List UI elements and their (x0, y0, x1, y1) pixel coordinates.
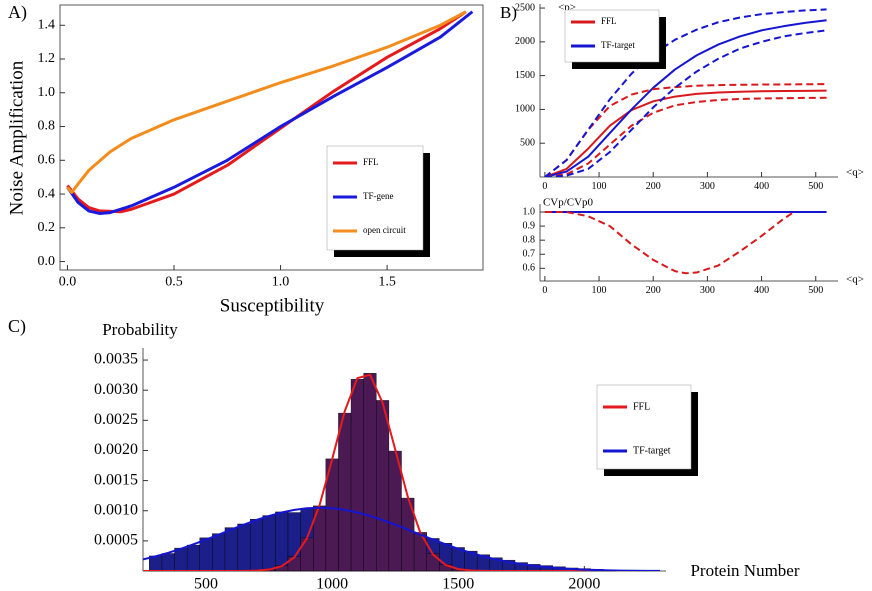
series-line (544, 96, 827, 177)
y-tick-label: 0.2 (38, 220, 56, 235)
histogram-bar (224, 527, 238, 572)
y-tick-label: 0.0030 (94, 381, 138, 398)
series-line (544, 19, 827, 177)
legend-label: FFL (601, 16, 617, 26)
y-tick-label: 0.0020 (94, 441, 138, 458)
x-axis-label: Protein Number (690, 561, 799, 580)
series-line (66, 10, 467, 214)
x-tick-label: 0 (542, 181, 547, 192)
panel-label: C) (8, 316, 26, 337)
legend-label: TF-target (601, 40, 635, 50)
legend-label: TF-target (633, 445, 671, 456)
histogram-bar (426, 553, 440, 572)
histogram-bar (212, 533, 226, 572)
x-tick-label: 200 (646, 181, 661, 192)
series-line (143, 506, 660, 571)
histogram-bar (161, 553, 175, 572)
x-tick-label: 1000 (316, 576, 348, 591)
panel-label: B) (500, 3, 517, 22)
x-tick-label: 400 (754, 285, 769, 296)
y-tick-label: 2000 (515, 36, 535, 47)
panel-label: A) (8, 2, 27, 23)
histogram-bar (363, 373, 377, 572)
series-line (66, 10, 467, 194)
series-line (544, 8, 827, 177)
x-axis-label: Susceptibility (220, 295, 325, 316)
x-tick-label: 100 (592, 285, 607, 296)
y-tick-label: 1.0 (523, 206, 536, 217)
y-tick-label: 1.4 (38, 17, 56, 32)
histogram-bar (350, 379, 364, 572)
histogram-bar (413, 532, 427, 572)
x-tick-label: 300 (700, 285, 715, 296)
y-tick-label: 0.0 (38, 254, 56, 269)
y-tick-label: 2500 (515, 2, 535, 13)
histogram-bar (376, 400, 390, 572)
legend-label: FFL (633, 401, 650, 412)
y-tick-label: 1000 (515, 104, 535, 115)
series-line (143, 373, 660, 571)
x-tick-label: 1500 (442, 576, 474, 591)
y-tick-label: 0.6 (38, 153, 56, 168)
y-tick-label: 0.7 (523, 249, 536, 260)
x-tick-label: 1.5 (378, 275, 396, 290)
legend-label: FFL (363, 157, 379, 167)
x-tick-label: 200 (646, 285, 661, 296)
histogram-bar (186, 544, 200, 572)
x-axis-label: <q> (846, 274, 864, 286)
x-tick-label: 0 (542, 285, 547, 296)
histogram-bar (338, 412, 352, 572)
histogram-bar (287, 556, 301, 572)
y-tick-label: 1.0 (38, 85, 56, 100)
y-tick-label: 0.9 (523, 220, 536, 231)
y-tick-label: 0.0015 (94, 471, 138, 488)
histogram-bar (300, 537, 314, 572)
x-tick-label: 1.0 (272, 275, 290, 290)
y-tick-label: 0.8 (523, 234, 536, 245)
y-tick-label: 0.8 (38, 119, 56, 134)
legend-label: open circuit (363, 225, 406, 235)
y-tick-label: 500 (520, 138, 535, 149)
x-tick-label: 500 (194, 576, 218, 591)
legend-box (596, 384, 692, 470)
y-tick-label: 0.6 (523, 263, 536, 274)
x-tick-label: 500 (808, 181, 823, 192)
histogram-bar (199, 537, 213, 572)
y-tick-label: 0.4 (38, 186, 56, 201)
y-axis-label: Noise Amplification (6, 60, 27, 215)
histogram-bar (249, 518, 263, 572)
y-tick-label: 0.0005 (94, 532, 138, 549)
x-tick-label: 0.5 (165, 275, 183, 290)
histogram-bar (262, 515, 276, 572)
series-line (544, 29, 827, 177)
x-tick-label: 300 (700, 181, 715, 192)
legend-box (564, 9, 660, 63)
y-tick-label: 1500 (515, 70, 535, 81)
x-tick-label: 2000 (568, 576, 600, 591)
y-tick-label: 0.0025 (94, 411, 138, 428)
x-tick-label: 400 (754, 181, 769, 192)
plot-frame (59, 4, 484, 271)
y-tick-label: 0.0035 (94, 351, 138, 368)
histogram-bar (174, 547, 188, 572)
x-tick-label: 500 (808, 285, 823, 296)
series-line (66, 10, 474, 215)
x-axis-label: <q> (846, 167, 864, 179)
y-tick-label: 1.2 (38, 51, 56, 66)
x-tick-label: 0.0 (59, 275, 77, 290)
histogram-bar (237, 523, 251, 572)
series-line (544, 89, 827, 177)
y-tick-label: 0.0010 (94, 501, 138, 518)
y-axis-label: Probability (102, 320, 178, 339)
x-tick-label: 100 (592, 181, 607, 192)
y-axis-label: CVp/CVp0 (543, 197, 594, 209)
series-line (544, 211, 795, 275)
legend-label: TF-gene (363, 191, 394, 201)
